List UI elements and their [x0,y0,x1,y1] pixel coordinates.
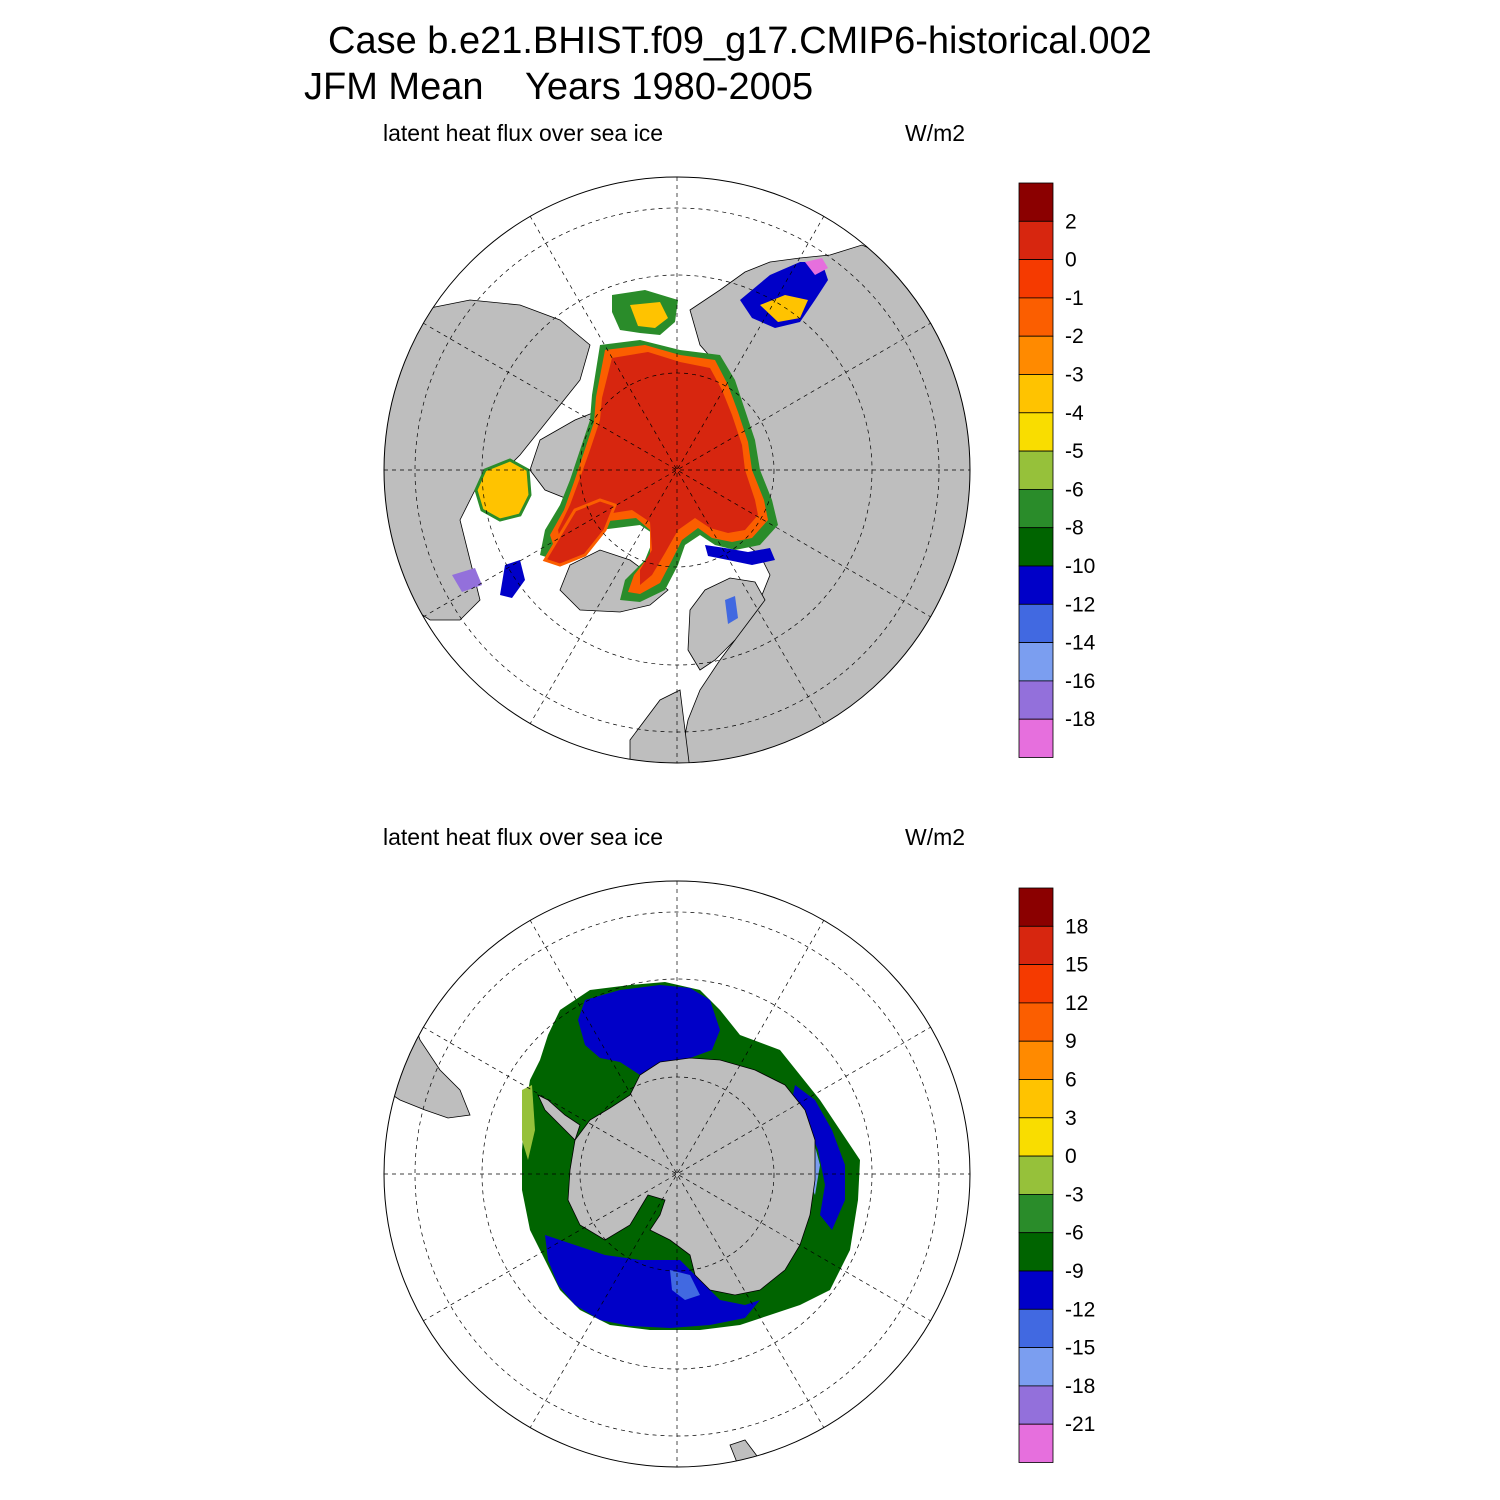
colorbar-box [1018,220,1054,261]
antarctic-units-label: W/m2 [905,824,966,850]
colorbar-tick-label: -6 [1065,1222,1084,1245]
colorbar-tick-label: 9 [1065,1030,1077,1053]
colorbar-box [1018,964,1054,1004]
arctic-land-scandinavia [687,577,766,671]
arctic-st-lawrence [452,568,482,592]
colorbar-box [1018,603,1054,643]
colorbar-box [1018,680,1054,720]
colorbar-box [1018,1308,1054,1349]
colorbar-box [1018,412,1054,452]
antarctic-polar-map [383,880,971,1468]
colorbar-box [1018,565,1054,605]
arctic-okhotsk-sea-inner [760,295,808,322]
colorbar-tick-label: -4 [1065,402,1084,425]
antarctic-land-continent [567,1057,816,1296]
colorbar-tick-label: -18 [1065,1375,1095,1398]
colorbar-box [1018,488,1054,529]
colorbar-box [1018,259,1054,299]
antarctic-colorbar: 18 15 12 9 6 3 0 -3 -6 -9 -12 -15 -18 -21 [1018,887,1095,1463]
arctic-land-europe-south [629,689,691,763]
colorbar-box [1018,1155,1054,1195]
colorbar-tick-label: 0 [1065,1145,1077,1168]
colorbar-box [1018,1423,1054,1463]
colorbar-tick-label: -3 [1065,364,1084,387]
arctic-labrador-edge [500,560,525,598]
colorbar-tick-label: -3 [1065,1183,1084,1206]
colorbar-box [1018,718,1054,758]
antarctic-land-peninsula [537,1094,581,1141]
colorbar-box [1018,1385,1054,1425]
colorbar-tick-label: 3 [1065,1107,1077,1130]
arctic-barents-edge [705,545,775,565]
arctic-hudson-bay [474,458,532,522]
antarctic-ice-yellowgreen [522,1085,535,1160]
figure-title: Case b.e21.BHIST.f09_g17.CMIP6-historica… [328,20,1152,62]
colorbar-tick-label: -18 [1065,708,1095,731]
colorbar-tick-label: 15 [1065,954,1088,977]
colorbar-tick-label: -5 [1065,440,1084,463]
colorbar-tick-label: -9 [1065,1260,1084,1283]
colorbar-box [1018,887,1054,927]
colorbar-box [1018,1040,1054,1080]
arctic-okhotsk-sea-pink [805,258,828,275]
arctic-graticule [384,177,970,763]
colorbar-box [1018,527,1054,567]
colorbar-box [1018,335,1054,375]
colorbar-tick-label: -16 [1065,670,1095,693]
antarctic-ice-blue-top [578,985,720,1075]
colorbar-box [1018,1117,1054,1157]
colorbar-box [1018,1347,1054,1387]
colorbar-tick-label: -6 [1065,478,1084,501]
colorbar-tick-label: 2 [1065,210,1077,233]
colorbar-tick-label: 6 [1065,1069,1077,1092]
colorbar-box [1018,1232,1054,1272]
antarctic-graticule [384,881,970,1467]
colorbar-box [1018,297,1054,337]
arctic-colorbar: 2 0 -1 -2 -3 -4 -5 -6 -8 -10 -12 -14 -16 -18 [1018,182,1096,758]
colorbar-box [1018,1079,1054,1119]
antarctic-ice-blue-east [792,1085,845,1230]
arctic-okhotsk-sea [740,262,828,328]
arctic-variable-label: latent heat flux over sea ice [383,120,663,146]
colorbar-tick-label: -2 [1065,325,1084,348]
colorbar-tick-label: -8 [1065,517,1084,540]
figure-subtitle: JFM Mean Years 1980-2005 [304,66,814,108]
colorbar-tick-label: -21 [1065,1413,1095,1436]
colorbar-tick-label: 12 [1065,992,1088,1015]
colorbar-tick-label: -1 [1065,287,1084,310]
antarctic-ice-royal-blue [670,1270,700,1300]
arctic-units-label: W/m2 [905,120,966,146]
arctic-bering-sea-inner [630,302,668,328]
antarctic-ice-blue-bottom [545,1235,760,1328]
antarctic-variable-label: latent heat flux over sea ice [383,824,663,850]
colorbar-tick-label: -12 [1065,1298,1095,1321]
colorbar-box [1018,642,1054,682]
colorbar-box [1018,1270,1054,1310]
arctic-baltic [725,596,738,624]
colorbar-tick-label: -12 [1065,593,1095,616]
colorbar-box [1018,1194,1054,1234]
colorbar-tick-label: 18 [1065,915,1088,938]
colorbar-box [1018,374,1054,414]
colorbar-tick-label: -15 [1065,1337,1095,1360]
colorbar-box [1018,925,1054,965]
colorbar-tick-label: -14 [1065,632,1096,655]
colorbar-box [1018,1002,1054,1042]
colorbar-box [1018,450,1054,490]
arctic-polar-map [383,176,971,764]
arctic-ice-core [558,352,758,585]
colorbar-tick-label: -10 [1065,555,1095,578]
colorbar-tick-label: 0 [1065,249,1077,272]
colorbar-box [1018,182,1054,222]
